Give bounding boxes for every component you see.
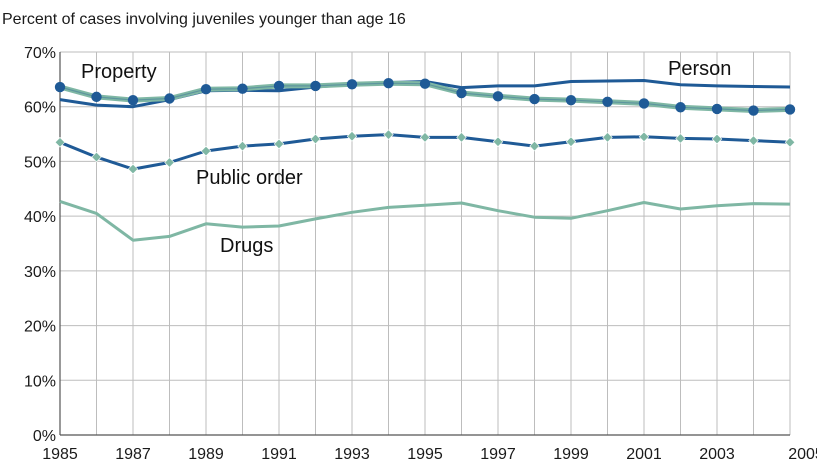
data-point-public-order [638, 131, 650, 143]
data-point-public-order [456, 132, 467, 143]
data-point-property [310, 80, 321, 92]
data-point-public-order [273, 138, 285, 150]
data-point-property [711, 103, 723, 115]
x-tick-label: 1995 [407, 446, 443, 463]
data-point-public-order [602, 132, 613, 143]
y-tick-label: 50% [24, 154, 56, 171]
data-point-public-order [164, 157, 175, 168]
axes [59, 52, 790, 436]
y-axis-ticks: 0% 10% 20% 30% 40% 50% 60% 70% [24, 45, 56, 445]
data-point-property [346, 79, 358, 90]
x-axis-ticks: 1985 1987 1989 1991 1993 1995 1997 1999 2001 2003… [42, 446, 817, 463]
data-point-public-order [346, 131, 358, 142]
data-point-property [529, 93, 540, 105]
series-label-drugs: Drugs [220, 235, 273, 257]
y-tick-label: 60% [24, 100, 56, 117]
series-label-person: Person [668, 58, 731, 80]
data-point-property [383, 77, 394, 89]
x-tick-label: 1985 [42, 446, 78, 463]
y-tick-label: 0% [33, 428, 56, 445]
data-point-property [748, 105, 759, 116]
plot-area [54, 77, 796, 242]
y-tick-label: 10% [24, 373, 56, 390]
x-tick-label: 1997 [480, 446, 516, 463]
x-tick-label: 2003 [699, 446, 735, 463]
data-point-public-order [748, 135, 759, 146]
data-point-public-order [127, 163, 139, 175]
data-point-property [273, 80, 285, 92]
data-point-public-order [784, 137, 796, 148]
data-point-public-order [492, 136, 504, 147]
x-tick-label: 2001 [626, 446, 662, 463]
y-tick-label: 70% [24, 45, 56, 62]
data-point-property [602, 96, 613, 107]
data-point-public-order [419, 132, 431, 143]
chart-title: Percent of cases involving juveniles you… [2, 11, 406, 28]
data-point-public-order [383, 129, 394, 140]
data-point-property [164, 93, 175, 104]
x-tick-label: 1989 [188, 446, 224, 463]
data-point-public-order [310, 133, 321, 145]
data-point-public-order [565, 136, 577, 147]
y-tick-label: 20% [24, 319, 56, 336]
x-tick-label: 1991 [261, 446, 297, 463]
data-point-property [127, 94, 139, 106]
data-point-property [492, 91, 504, 102]
x-tick-label: 1999 [553, 446, 589, 463]
data-point-public-order [237, 140, 248, 152]
series-label-property: Property [81, 61, 157, 83]
data-point-public-order [529, 140, 540, 152]
y-tick-label: 30% [24, 264, 56, 281]
data-point-public-order [54, 137, 66, 148]
data-point-public-order [711, 133, 723, 145]
data-point-property [200, 84, 212, 95]
data-point-public-order [91, 151, 102, 163]
data-point-property [675, 102, 686, 113]
x-tick-label: 1987 [115, 446, 151, 463]
data-point-property [54, 81, 66, 93]
x-tick-label: 2005 [788, 446, 817, 463]
x-tick-label: 1993 [334, 446, 370, 463]
data-point-public-order [200, 145, 212, 157]
data-point-property [784, 104, 796, 115]
data-point-property [237, 83, 248, 94]
data-point-property [638, 98, 650, 109]
data-point-property [419, 78, 431, 89]
series-line-drugs [59, 199, 791, 242]
y-tick-label: 40% [24, 209, 56, 226]
data-point-public-order [675, 133, 686, 144]
data-point-property [565, 94, 577, 106]
data-point-property [91, 91, 102, 103]
series-label-public-order: Public order [196, 167, 303, 189]
data-point-property [456, 87, 467, 99]
